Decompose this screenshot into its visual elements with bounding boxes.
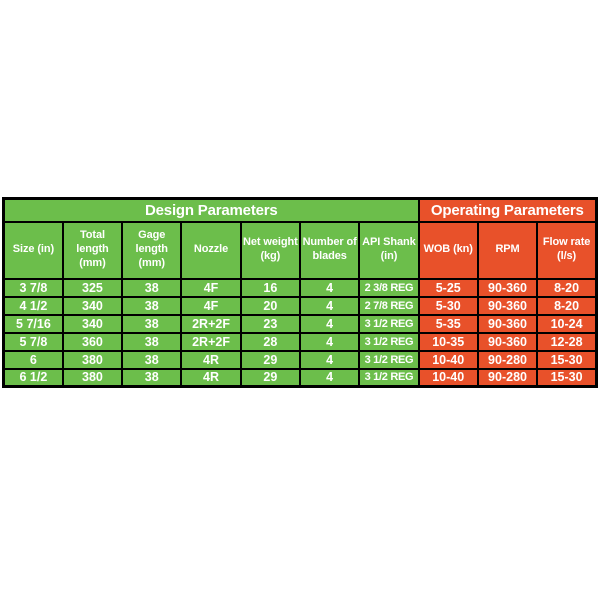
table-row: 5 7/8 360 38 2R+2F 28 4 3 1/2 REG 10-35 90-360 12… [2, 331, 598, 352]
cell-net_weight: 20 [239, 295, 301, 316]
cell-num_blades: 4 [298, 277, 361, 298]
table-row: 6 1/2 380 38 4R 29 4 3 1/2 REG 10-40 90-280 15-30 [2, 367, 598, 388]
table-row: 3 7/8 325 38 4F 16 4 2 3/8 REG 5-25 90-360 8-20 [2, 277, 598, 298]
cell-gage_length: 38 [121, 277, 183, 298]
cell-api_shank: 2 3/8 REG [358, 277, 420, 298]
cell-total_length: 340 [61, 313, 124, 334]
column-header-nozzle: Nozzle [180, 220, 242, 280]
table-header: Design Parameters Operating Parameters S… [2, 197, 598, 280]
column-header-api_shank: API Shank (in) [358, 220, 420, 280]
column-header-wob: WOB (kn) [417, 220, 479, 280]
cell-wob: 10-40 [417, 367, 479, 388]
cell-rpm: 90-360 [476, 331, 539, 352]
column-header-net_weight: Net weight (kg) [239, 220, 301, 280]
cell-net_weight: 29 [239, 349, 301, 370]
cell-gage_length: 38 [121, 367, 183, 388]
cell-wob: 5-30 [417, 295, 479, 316]
cell-api_shank: 3 1/2 REG [358, 331, 420, 352]
cell-rpm: 90-360 [476, 277, 539, 298]
group-header-row: Design Parameters Operating Parameters [2, 197, 598, 223]
cell-wob: 5-25 [417, 277, 479, 298]
cell-flow_rate: 8-20 [536, 277, 598, 298]
column-header-gage_length: Gage length (mm) [121, 220, 183, 280]
table-row: 5 7/16 340 38 2R+2F 23 4 3 1/2 REG 5-35 90-360 10… [2, 313, 598, 334]
cell-rpm: 90-360 [476, 295, 539, 316]
cell-num_blades: 4 [298, 313, 361, 334]
cell-total_length: 380 [61, 367, 124, 388]
cell-net_weight: 29 [239, 367, 301, 388]
group-header-operating-parameters: Operating Parameters [417, 197, 598, 223]
cell-size: 5 7/8 [2, 331, 64, 352]
cell-flow_rate: 8-20 [536, 295, 598, 316]
cell-nozzle: 2R+2F [180, 331, 242, 352]
cell-nozzle: 4R [180, 367, 242, 388]
column-header-flow_rate: Flow rate (l/s) [536, 220, 598, 280]
cell-net_weight: 16 [239, 277, 301, 298]
cell-size: 3 7/8 [2, 277, 64, 298]
cell-flow_rate: 10-24 [536, 313, 598, 334]
cell-nozzle: 2R+2F [180, 313, 242, 334]
cell-gage_length: 38 [121, 295, 183, 316]
column-header-total_length: Total length (mm) [61, 220, 124, 280]
cell-flow_rate: 12-28 [536, 331, 598, 352]
cell-gage_length: 38 [121, 331, 183, 352]
cell-net_weight: 28 [239, 331, 301, 352]
cell-flow_rate: 15-30 [536, 367, 598, 388]
cell-api_shank: 3 1/2 REG [358, 349, 420, 370]
cell-gage_length: 38 [121, 349, 183, 370]
cell-net_weight: 23 [239, 313, 301, 334]
cell-total_length: 360 [61, 331, 124, 352]
cell-flow_rate: 15-30 [536, 349, 598, 370]
cell-api_shank: 2 7/8 REG [358, 295, 420, 316]
parameters-table: Design Parameters Operating Parameters S… [2, 197, 598, 388]
cell-rpm: 90-360 [476, 313, 539, 334]
cell-total_length: 325 [61, 277, 124, 298]
cell-nozzle: 4F [180, 295, 242, 316]
cell-size: 6 1/2 [2, 367, 64, 388]
cell-num_blades: 4 [298, 367, 361, 388]
column-header-row: Size (in) Total length (mm) Gage length (m… [2, 220, 598, 280]
group-header-design-parameters: Design Parameters [2, 197, 420, 223]
table-row: 6 380 38 4R 29 4 3 1/2 REG 10-40 90-280 15-30 [2, 349, 598, 370]
cell-num_blades: 4 [298, 295, 361, 316]
cell-wob: 5-35 [417, 313, 479, 334]
cell-size: 4 1/2 [2, 295, 64, 316]
cell-gage_length: 38 [121, 313, 183, 334]
cell-wob: 10-35 [417, 331, 479, 352]
column-header-rpm: RPM [476, 220, 539, 280]
cell-num_blades: 4 [298, 331, 361, 352]
cell-size: 6 [2, 349, 64, 370]
cell-nozzle: 4F [180, 277, 242, 298]
cell-total_length: 340 [61, 295, 124, 316]
cell-rpm: 90-280 [476, 349, 539, 370]
column-header-size: Size (in) [2, 220, 64, 280]
table-body: 3 7/8 325 38 4F 16 4 2 3/8 REG 5-25 90-360 8-20 4 … [2, 277, 598, 388]
cell-wob: 10-40 [417, 349, 479, 370]
cell-num_blades: 4 [298, 349, 361, 370]
column-header-num_blades: Number of blades [298, 220, 361, 280]
cell-total_length: 380 [61, 349, 124, 370]
cell-rpm: 90-280 [476, 367, 539, 388]
cell-nozzle: 4R [180, 349, 242, 370]
cell-api_shank: 3 1/2 REG [358, 367, 420, 388]
table-row: 4 1/2 340 38 4F 20 4 2 7/8 REG 5-30 90-360 8-20 [2, 295, 598, 316]
cell-api_shank: 3 1/2 REG [358, 313, 420, 334]
cell-size: 5 7/16 [2, 313, 64, 334]
